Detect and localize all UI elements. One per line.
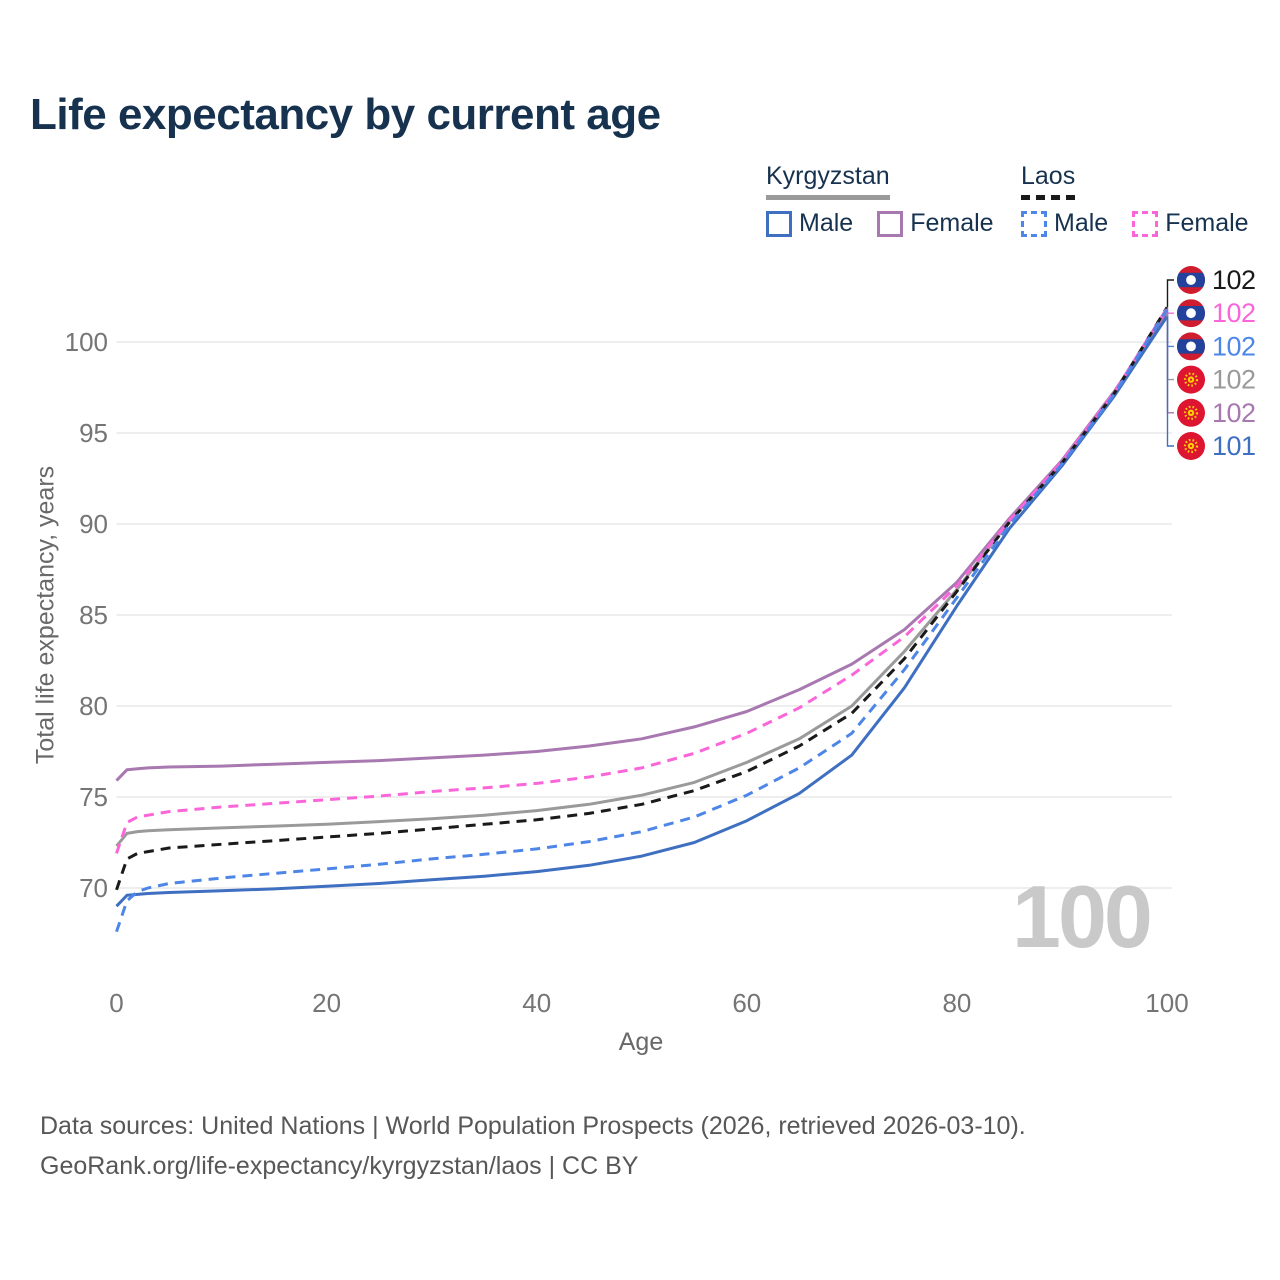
footer-data-sources: Data sources: United Nations | World Pop… — [40, 1112, 1026, 1140]
laos-flag-icon — [1177, 332, 1205, 361]
x-tick-label: 60 — [732, 988, 761, 1018]
line-laos-total[interactable] — [115, 306, 1169, 891]
legend-item-kyrgyzstan-female[interactable]: Female — [877, 209, 994, 238]
line-kyrgyzstan-male[interactable] — [115, 315, 1169, 908]
x-tick-label: 100 — [1145, 988, 1188, 1018]
x-tick-label: 40 — [522, 988, 551, 1018]
legend-item-label: Female — [1165, 209, 1249, 237]
legend-item-laos-female[interactable]: Female — [1132, 209, 1249, 238]
end-value-label: 101 — [1212, 431, 1256, 461]
legend-item-laos-male[interactable]: Male — [1021, 209, 1108, 238]
legend-group-laos: Laos Male Female — [1021, 162, 1249, 238]
legend-item-kyrgyzstan-male[interactable]: Male — [766, 209, 853, 238]
footer: Data sources: United Nations | World Pop… — [40, 1106, 1026, 1186]
kyrgyzstan-flag-icon — [1177, 398, 1205, 427]
legend-item-label: Male — [799, 209, 854, 237]
line-laos-male[interactable] — [115, 308, 1169, 933]
label-leader-line — [1166, 279, 1174, 308]
x-tick-label: 80 — [942, 988, 971, 1018]
kyrgyzstan-flag-icon — [1177, 432, 1205, 460]
legend-country-label: Laos — [1021, 162, 1076, 190]
y-tick-label: 100 — [65, 327, 108, 357]
legend-underline-kyrgyzstan — [766, 195, 890, 200]
x-tick-label: 20 — [312, 988, 341, 1018]
legend-item-label: Male — [1054, 209, 1109, 237]
legend-swatch-kyrgyzstan-male — [766, 210, 792, 237]
y-tick-label: 70 — [79, 873, 108, 903]
end-value-label: 102 — [1212, 331, 1256, 361]
y-tick-label: 75 — [79, 782, 108, 812]
end-value-label: 102 — [1212, 365, 1256, 395]
legend-country-label: Kyrgyzstan — [766, 162, 890, 190]
label-leader-line — [1166, 309, 1174, 348]
legend-swatch-kyrgyzstan-female — [877, 210, 904, 237]
laos-flag-icon — [1177, 266, 1205, 294]
y-tick-label: 85 — [79, 600, 108, 630]
page-title: Life expectancy by current age — [30, 90, 661, 139]
legend-underline-laos — [1021, 195, 1076, 200]
end-value-label: 102 — [1212, 265, 1256, 295]
label-leader-line — [1166, 316, 1174, 447]
legend-swatch-laos-female — [1132, 210, 1159, 237]
x-tick-label: 0 — [109, 988, 123, 1018]
end-value-label: 102 — [1212, 398, 1256, 428]
legend-group-kyrgyzstan: Kyrgyzstan Male Female — [766, 162, 994, 238]
footer-attribution: GeoRank.org/life-expectancy/kyrgyzstan/l… — [40, 1152, 639, 1180]
end-value-label: 102 — [1212, 298, 1256, 328]
label-leader-line — [1166, 308, 1174, 314]
x-axis-title: Age — [618, 1028, 664, 1056]
y-tick-label: 90 — [79, 509, 108, 539]
kyrgyzstan-flag-icon — [1177, 365, 1205, 394]
y-tick-label: 80 — [79, 691, 108, 721]
line-laos-female[interactable] — [115, 307, 1169, 854]
laos-flag-icon — [1177, 299, 1205, 328]
y-tick-label: 95 — [79, 418, 108, 448]
line-kyrgyzstan-female[interactable] — [115, 312, 1169, 782]
legend-country-kyrgyzstan[interactable]: Kyrgyzstan — [766, 162, 890, 200]
legend-country-laos[interactable]: Laos — [1021, 162, 1076, 200]
legend-item-label: Female — [910, 209, 994, 237]
line-kyrgyzstan-total[interactable] — [115, 312, 1169, 848]
legend-swatch-laos-male — [1021, 210, 1047, 237]
label-leader-line — [1166, 313, 1174, 414]
